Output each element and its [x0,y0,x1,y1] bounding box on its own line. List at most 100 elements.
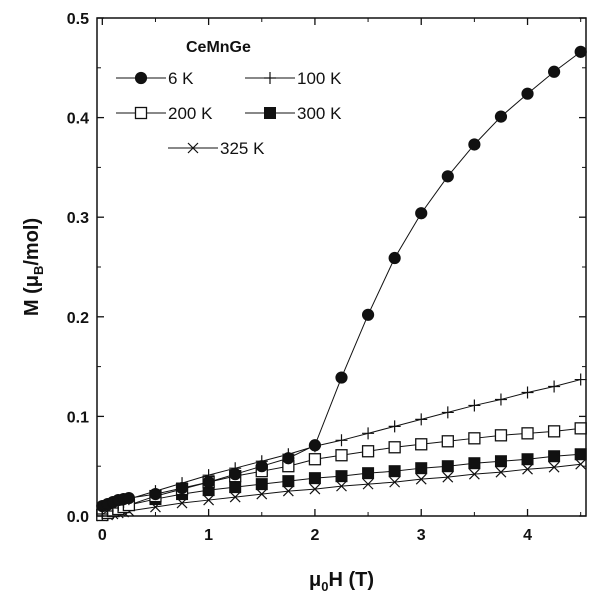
data-point-325k [468,468,480,480]
data-point-6k [335,371,348,384]
data-point-300k [282,475,295,488]
series-6k [96,45,587,513]
data-point-6k [441,170,454,183]
x-tick-label: 0 [98,527,107,544]
x-tick-label: 4 [523,527,532,544]
series-325k [96,458,587,522]
data-point-200k [361,445,375,458]
data-point-200k [335,449,348,462]
data-point-325k [336,480,347,492]
x-tick-label: 3 [417,527,426,544]
data-point-325k [522,463,533,475]
data-point-6k [229,468,242,481]
data-point-325k [362,478,374,490]
legend-marker-200k [134,106,148,120]
legend-title: CeMnGe [186,39,251,56]
data-point-300k [548,450,561,463]
y-tick-label: 0.4 [67,111,89,128]
data-point-6k [255,460,268,473]
data-point-100k [415,413,428,426]
data-point-200k [468,432,481,445]
data-point-6k [308,439,322,452]
data-point-6k [574,45,587,58]
data-point-300k [468,457,481,470]
data-point-325k [442,471,454,483]
data-point-325k [575,458,587,470]
data-point-6k [282,452,295,465]
legend-label: 325 K [220,139,265,158]
data-point-325k [389,476,401,488]
data-point-100k [441,406,454,419]
data-point-300k [415,462,428,475]
x-axis-title: μ0H (T) [309,569,374,594]
data-point-200k [308,453,322,466]
legend-marker-100k [264,72,276,84]
data-point-6k [202,476,215,489]
data-point-325k [309,483,321,495]
legend-label: 300 K [297,104,342,123]
data-point-100k [494,393,507,406]
data-point-6k [388,251,401,265]
legend-item-325k: 325 K [168,139,265,158]
data-point-325k [229,491,241,503]
legend-label: 200 K [168,104,213,123]
data-point-300k [388,465,401,478]
data-point-300k [335,470,348,483]
data-point-6k [468,138,481,151]
legend-item-300k: 300 K [245,104,342,123]
legend-item-6k: 6 K [116,69,194,88]
y-tick-label: 0.2 [67,310,89,327]
data-point-300k [362,467,375,480]
data-point-300k [494,455,507,468]
data-point-200k [494,429,508,442]
data-point-325k [203,494,215,506]
data-point-300k [441,460,454,473]
data-point-6k [122,491,135,505]
data-point-300k [521,453,534,466]
series-100k [96,373,587,521]
data-point-300k [255,478,268,491]
data-point-300k [574,448,587,461]
data-point-325k [256,488,268,500]
y-tick-label: 0.1 [67,409,89,426]
data-point-200k [441,435,454,448]
x-tick-label: 2 [310,527,319,544]
data-point-325k [548,461,560,473]
data-point-200k [388,441,401,454]
data-point-100k [335,434,348,447]
y-axis-title: M (μB/mol) [21,218,46,316]
data-point-100k [574,373,587,386]
data-point-6k [149,487,162,501]
x-tick-label: 1 [204,527,213,544]
y-tick-label: 0.3 [67,210,89,227]
legend-marker-6k [134,71,148,85]
data-point-6k [521,87,534,100]
legend-item-100k: 100 K [245,69,342,88]
legend-item-200k: 200 K [116,104,213,123]
data-point-325k [282,485,294,497]
legend: CeMnGe 6 K 100 K 200 K 300 K 325 K [116,39,342,158]
data-point-6k [494,110,508,123]
data-point-300k [308,472,321,485]
legend-label: 6 K [168,69,194,88]
data-point-300k [229,481,242,494]
data-point-6k [548,65,561,78]
data-point-6k [361,308,375,321]
data-point-100k [521,386,534,399]
axes: 0 1 2 3 4 0.0 0.1 0.2 0.3 0.4 0.5 μ0H (T) M (μB/mol) [21,11,587,594]
legend-label: 100 K [297,69,342,88]
legend-marker-325k [187,142,199,154]
data-point-100k [388,420,401,433]
data-point-200k [415,438,428,451]
legend-marker-300k [264,107,276,119]
data-point-200k [574,422,587,435]
y-tick-label: 0.0 [67,509,89,526]
data-point-200k [547,425,561,438]
series-line-300k [102,453,581,516]
series-line-100k [102,379,581,515]
data-point-200k [521,427,534,440]
data-point-6k [415,207,428,220]
data-point-325k [495,466,507,478]
data-point-100k [548,380,561,393]
